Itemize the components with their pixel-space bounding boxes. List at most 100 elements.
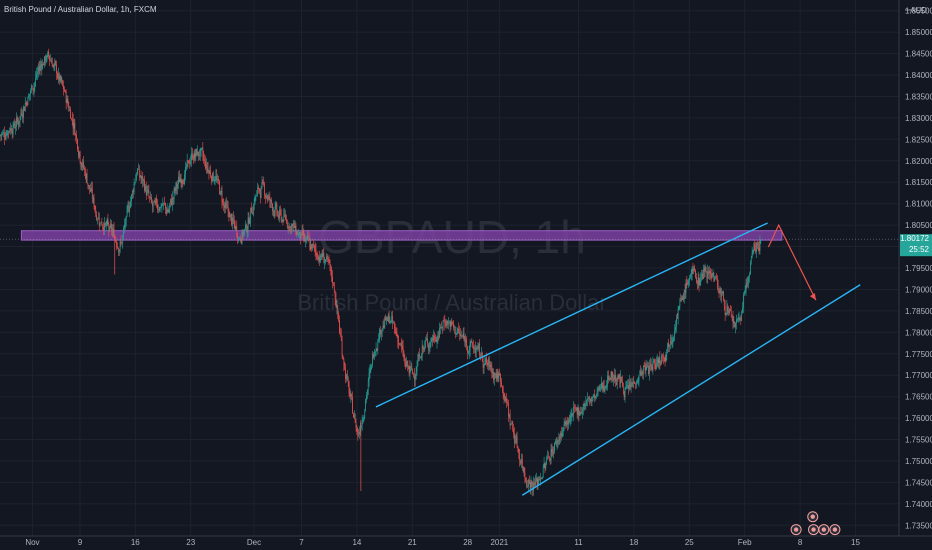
candle-body	[61, 80, 63, 82]
time-tick-label[interactable]: 16	[131, 538, 140, 547]
candle-body	[110, 223, 111, 228]
candle-body	[64, 89, 65, 92]
candle-body	[670, 341, 672, 344]
candle-body	[308, 238, 310, 240]
candle-body	[7, 131, 9, 134]
candle-body	[104, 223, 105, 231]
candle-body	[25, 102, 27, 104]
candle-body	[605, 386, 607, 389]
candle-body	[393, 322, 395, 329]
candle-body	[85, 174, 87, 179]
time-tick-label[interactable]: 7	[299, 538, 304, 547]
candle-body	[263, 182, 265, 185]
candle-body	[385, 317, 386, 321]
candle-body	[175, 183, 177, 191]
candle-body	[387, 317, 388, 321]
candle-body	[544, 463, 546, 469]
candle-body	[384, 317, 386, 328]
candle-body	[171, 198, 172, 206]
time-tick-label[interactable]: 9	[78, 538, 83, 547]
candle-body	[652, 361, 654, 371]
candle-body	[5, 134, 7, 139]
time-tick-label[interactable]: Dec	[247, 538, 261, 547]
candle-body	[517, 447, 519, 453]
candle-body	[708, 271, 709, 274]
candle-body	[314, 246, 316, 250]
candle-body	[501, 381, 502, 387]
candle-body	[181, 180, 183, 184]
time-tick-label[interactable]: 11	[574, 538, 583, 547]
trendlines[interactable]	[375, 222, 861, 496]
candle-body	[153, 201, 155, 202]
candle-body	[531, 482, 533, 484]
time-tick-label[interactable]: 23	[186, 538, 195, 547]
candle-body	[225, 202, 226, 209]
candle-body	[651, 366, 653, 371]
candle-body	[24, 102, 26, 111]
candle-body	[44, 56, 46, 61]
price-axis-currency: AUD	[910, 6, 927, 15]
time-tick-label[interactable]: 15	[851, 538, 860, 547]
projection-arrow[interactable]	[767, 223, 817, 301]
candle-body	[524, 472, 526, 479]
projection-arrow-path[interactable]	[767, 223, 817, 301]
price-tick-label: 1.84000	[905, 71, 932, 80]
candle-body	[525, 478, 527, 483]
time-tick-label[interactable]: Feb	[738, 538, 752, 547]
candle-body	[191, 153, 192, 161]
candle-body	[560, 432, 561, 439]
resistance-zone-rect[interactable]	[20, 230, 783, 241]
candle-body	[461, 335, 463, 337]
candle-body	[40, 64, 42, 67]
candle-body	[554, 443, 555, 452]
candle-body	[312, 243, 313, 249]
candle-body	[44, 56, 45, 66]
candle-body	[70, 109, 71, 119]
price-axis-panel[interactable]	[899, 0, 932, 536]
candle-body	[229, 216, 231, 218]
time-tick-label[interactable]: 21	[408, 538, 417, 547]
candle-body	[687, 282, 689, 285]
candle-body	[84, 168, 85, 171]
event-markers[interactable]	[790, 511, 841, 536]
candle-body	[435, 340, 437, 342]
candle-body	[151, 197, 152, 203]
time-tick-label[interactable]: 28	[463, 538, 472, 547]
candle-body	[539, 478, 541, 481]
price-axis-ticks: 1.73500 1.74000 1.74500 1.75000 1.75500 1.760…	[905, 7, 932, 531]
candle-body	[650, 364, 652, 367]
candle-body	[684, 290, 686, 293]
candle-body	[340, 334, 342, 341]
candle-body	[592, 396, 594, 401]
candle-body	[401, 345, 403, 347]
candle-body	[456, 330, 458, 334]
candle-body	[461, 335, 462, 337]
candle-body	[310, 244, 312, 249]
candle-body	[262, 182, 264, 183]
candle-body	[516, 435, 518, 448]
candle-body	[677, 308, 679, 319]
time-tick-label[interactable]: Nov	[25, 538, 39, 547]
time-tick-label[interactable]: 18	[629, 538, 638, 547]
upper-trendline[interactable]	[375, 222, 768, 408]
candle-body	[37, 67, 39, 72]
resistance-zone[interactable]	[20, 230, 783, 241]
time-tick-label[interactable]: 8	[798, 538, 803, 547]
candle-body	[586, 400, 588, 403]
candle-body	[465, 338, 467, 343]
candle-body	[681, 298, 682, 301]
time-tick-label[interactable]: 25	[685, 538, 694, 547]
candle-body	[508, 414, 510, 417]
candle-body	[234, 221, 236, 230]
lower-trendline[interactable]	[521, 284, 861, 496]
candle-body	[737, 318, 739, 320]
candle-body	[260, 186, 262, 199]
time-tick-label[interactable]: 14	[352, 538, 361, 547]
candle-body	[421, 345, 423, 358]
time-axis-ticks[interactable]: Nov 9 16 23 Dec 7 14 21 28 2021 11 18 25 Feb 8 15	[25, 538, 860, 547]
candle-body	[176, 183, 178, 189]
candle-body	[526, 482, 528, 487]
time-tick-label[interactable]: 2021	[490, 538, 508, 547]
candle-body	[555, 440, 557, 444]
